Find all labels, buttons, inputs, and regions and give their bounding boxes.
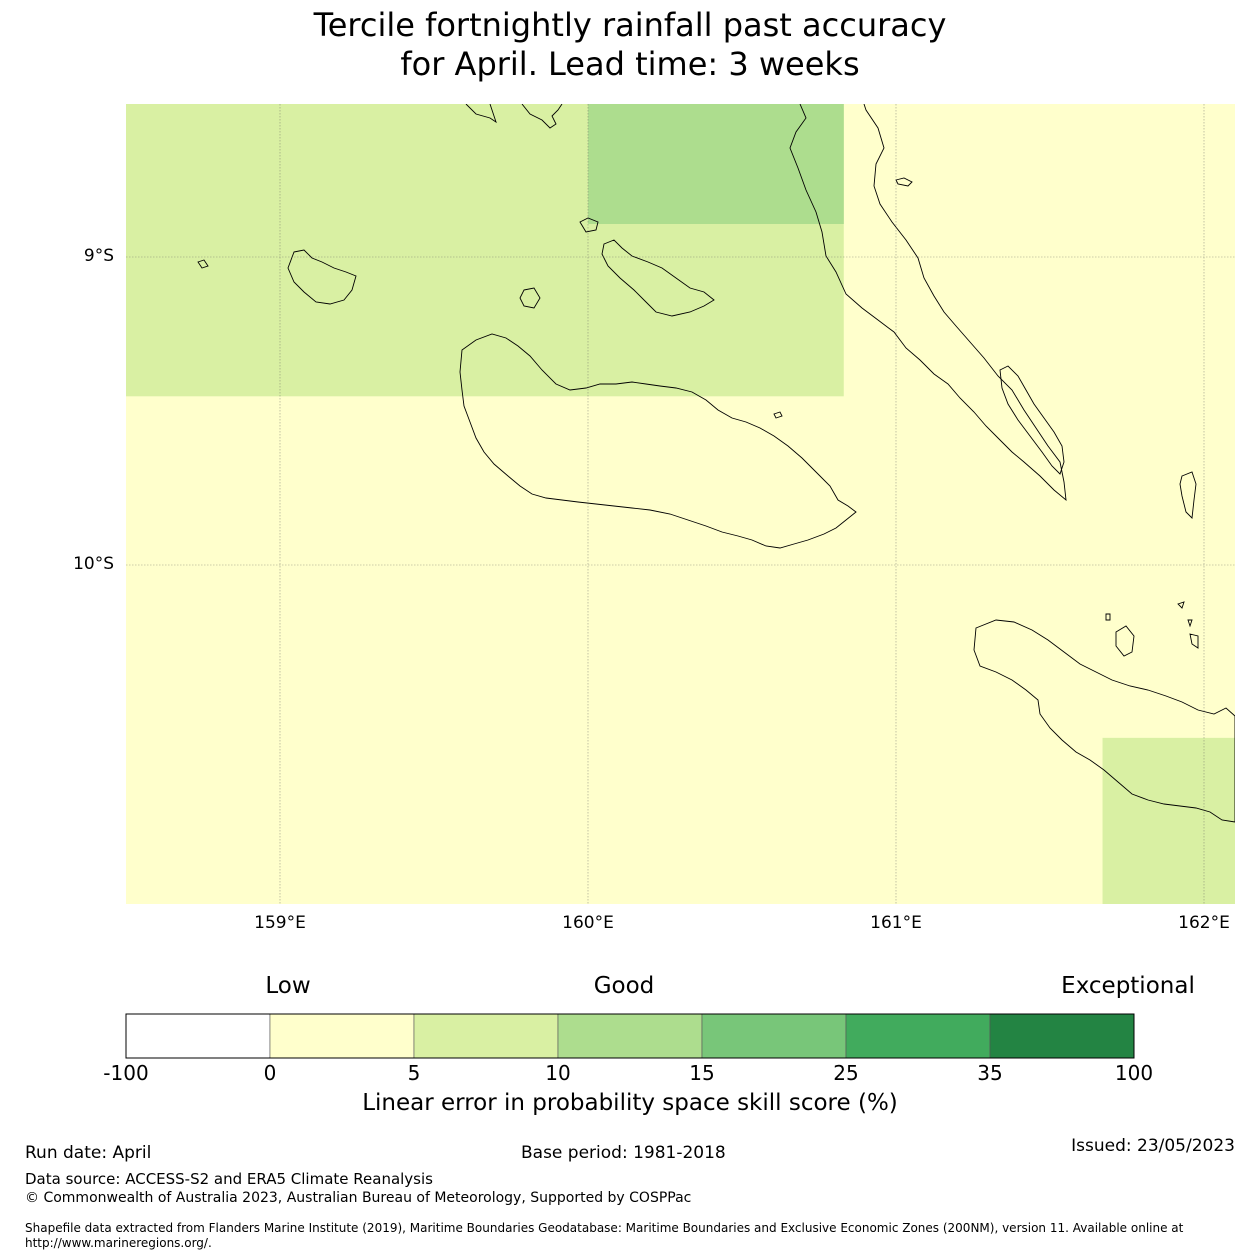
nggela-coast: [579, 217, 599, 233]
island-coast: [1115, 625, 1135, 657]
ulawa-coast: [1179, 471, 1197, 519]
colorbar-tick-2: 5: [407, 1061, 421, 1085]
colorbar-tick-0: -100: [103, 1061, 149, 1085]
copyright: © Commonwealth of Australia 2023, Austra…: [25, 1190, 692, 1206]
shapefile-credit: Shapefile data extracted from Flanders M…: [25, 1221, 1240, 1251]
island-coast: [1177, 601, 1185, 609]
colorbar-swatch-1: [269, 1013, 415, 1059]
lon-label-159e: 159°E: [254, 913, 306, 933]
base-period: Base period: 1981-2018: [521, 1143, 726, 1163]
coastlines: [197, 104, 1235, 823]
lon-label-161e: 161°E: [870, 913, 922, 933]
island-coast: [465, 104, 497, 124]
run-date: Run date: April: [25, 1143, 152, 1163]
colorbar-frame: [125, 1013, 1135, 1059]
colorbar-swatch-6: [989, 1013, 1135, 1059]
colorbar-heading-good: Good: [593, 973, 655, 999]
malaita-coast: [999, 365, 1065, 475]
russell-coast: [287, 249, 357, 305]
data-source: Data source: ACCESS-S2 and ERA5 Climate …: [25, 1170, 433, 1188]
colorbar: [125, 1013, 1135, 1059]
title-line-2: for April. Lead time: 3 weeks: [400, 45, 860, 83]
title-line-1: Tercile fortnightly rainfall past accura…: [313, 6, 947, 44]
issued-date: Issued: 23/05/2023: [1071, 1136, 1235, 1156]
colorbar-label: Linear error in probability space skill …: [362, 1090, 898, 1116]
nggela-coast: [601, 239, 715, 317]
colorbar-swatch-4: [701, 1013, 847, 1059]
colorbar-swatch-0: [125, 1013, 271, 1059]
lon-label-160e: 160°E: [562, 913, 614, 933]
colorbar-tick-1: 0: [263, 1061, 277, 1085]
graticule: [126, 104, 1235, 904]
savo-coast: [519, 287, 541, 309]
colorbar-tick-3: 10: [545, 1061, 571, 1085]
santa-isabel-coast: [789, 104, 1067, 502]
skill-cell-2: [1102, 737, 1235, 904]
shapefile-credit-line-2: http://www.marineregions.org/.: [25, 1236, 212, 1250]
island-coast: [773, 411, 783, 419]
lat-label-10s: 10°S: [73, 554, 114, 574]
colorbar-swatch-5: [845, 1013, 991, 1059]
colorbar-heading-low: Low: [265, 973, 311, 999]
colorbar-tick-7: 100: [1114, 1061, 1154, 1085]
guadalcanal-coast: [459, 333, 857, 549]
island-coast: [521, 104, 563, 129]
colorbar-swatch-3: [557, 1013, 703, 1059]
makira-coast: [973, 619, 1235, 823]
chart-title: Tercile fortnightly rainfall past accura…: [0, 6, 1260, 84]
lon-label-162e: 162°E: [1178, 913, 1230, 933]
skill-cell-1: [588, 104, 844, 224]
shapefile-credit-line-1: Shapefile data extracted from Flanders M…: [25, 1221, 1184, 1235]
colorbar-heading-exceptional: Exceptional: [1061, 973, 1195, 999]
island-coast: [1187, 619, 1193, 628]
colorbar-tick-4: 15: [689, 1061, 715, 1085]
island-coast: [1105, 613, 1111, 621]
colorbar-tick-6: 35: [977, 1061, 1003, 1085]
lat-label-9s: 9°S: [83, 246, 114, 266]
colorbar-swatch-2: [413, 1013, 559, 1059]
colorbar-tick-5: 25: [833, 1061, 859, 1085]
island-coast: [197, 259, 209, 269]
island-coast: [895, 177, 913, 187]
island-coast: [1189, 633, 1199, 649]
